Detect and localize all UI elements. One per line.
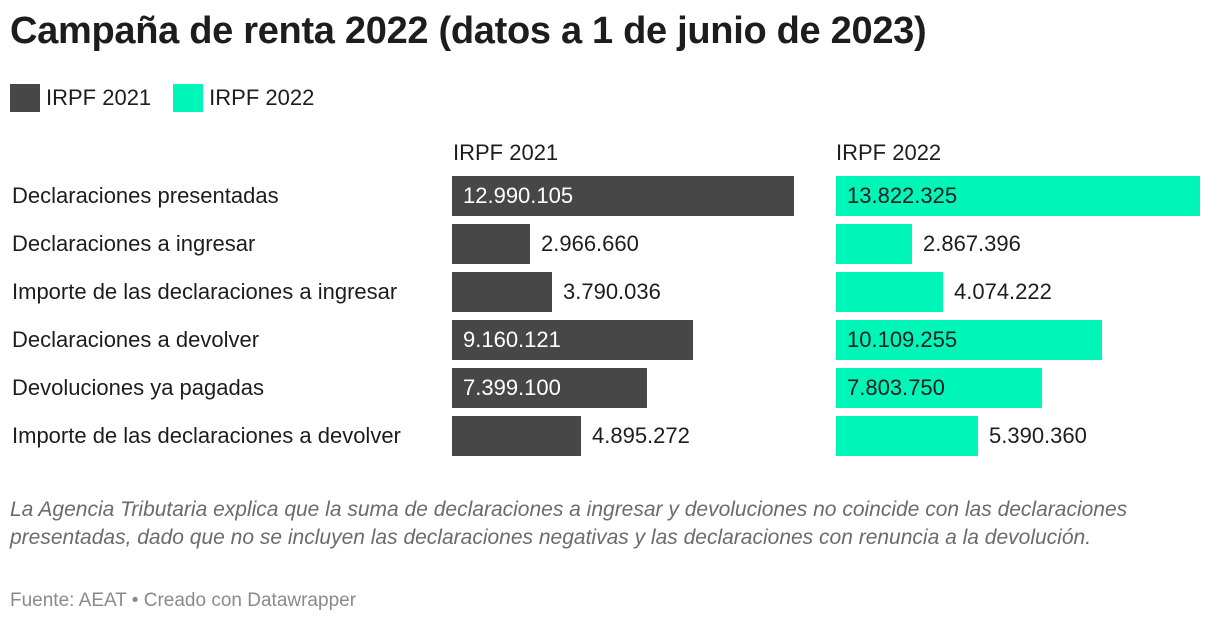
- bar-irpf-2022: [836, 368, 1042, 408]
- bar-value-label: 2.966.660: [541, 231, 639, 256]
- category-label: Declaraciones a ingresar: [12, 231, 256, 256]
- bar-irpf-2021: [452, 176, 794, 216]
- bar-value-label: 3.790.036: [563, 279, 661, 304]
- bar-irpf-2022: [836, 416, 978, 456]
- bar-irpf-2022: [836, 272, 943, 312]
- legend: IRPF 2021 IRPF 2022: [10, 84, 336, 112]
- legend-swatch-irpf-2021: [10, 84, 40, 112]
- bar-value-label: 5.390.360: [989, 423, 1087, 448]
- bar-irpf-2021: [452, 272, 552, 312]
- column-header-irpf-2021: IRPF 2021: [453, 140, 559, 165]
- bar-irpf-2021: [452, 368, 647, 408]
- bar-value-label: 2.867.396: [923, 231, 1021, 256]
- bar-irpf-2021: [452, 416, 581, 456]
- bar-value-label: 9.160.121: [463, 327, 561, 352]
- bar-value-label: 12.990.105: [463, 183, 574, 208]
- bar-irpf-2022: [836, 176, 1200, 216]
- column-header-irpf-2022: IRPF 2022: [836, 140, 942, 165]
- legend-item-irpf-2021: IRPF 2021: [10, 84, 151, 112]
- bar-irpf-2022: [836, 320, 1102, 360]
- bar-irpf-2021: [452, 320, 693, 360]
- bar-irpf-2022: [836, 224, 912, 264]
- legend-label-irpf-2021: IRPF 2021: [46, 85, 152, 110]
- category-label: Declaraciones a devolver: [12, 327, 260, 352]
- bar-value-label: 4.074.222: [954, 279, 1052, 304]
- category-label: Importe de las declaraciones a ingresar: [12, 279, 398, 304]
- bar-value-label: 4.895.272: [592, 423, 690, 448]
- bar-value-label: 13.822.325: [847, 183, 958, 208]
- legend-label-irpf-2022: IRPF 2022: [209, 85, 315, 110]
- chart-title: Campaña de renta 2022 (datos a 1 de juni…: [10, 10, 927, 52]
- chart-footer: Fuente: AEAT • Creado con Datawrapper: [10, 590, 357, 611]
- bar-value-label: 7.399.100: [463, 375, 561, 400]
- bar-value-label: 7.803.750: [847, 375, 945, 400]
- bar-irpf-2021: [452, 224, 530, 264]
- legend-item-irpf-2022: IRPF 2022: [173, 84, 314, 112]
- legend-swatch-irpf-2022: [173, 84, 204, 112]
- category-label: Declaraciones presentadas: [12, 183, 279, 208]
- bar-value-label: 10.109.255: [847, 327, 958, 352]
- category-label: Devoluciones ya pagadas: [12, 375, 264, 400]
- category-label: Importe de las declaraciones a devolver: [12, 423, 401, 448]
- chart-note: La Agencia Tributaria explica que la sum…: [10, 498, 1128, 549]
